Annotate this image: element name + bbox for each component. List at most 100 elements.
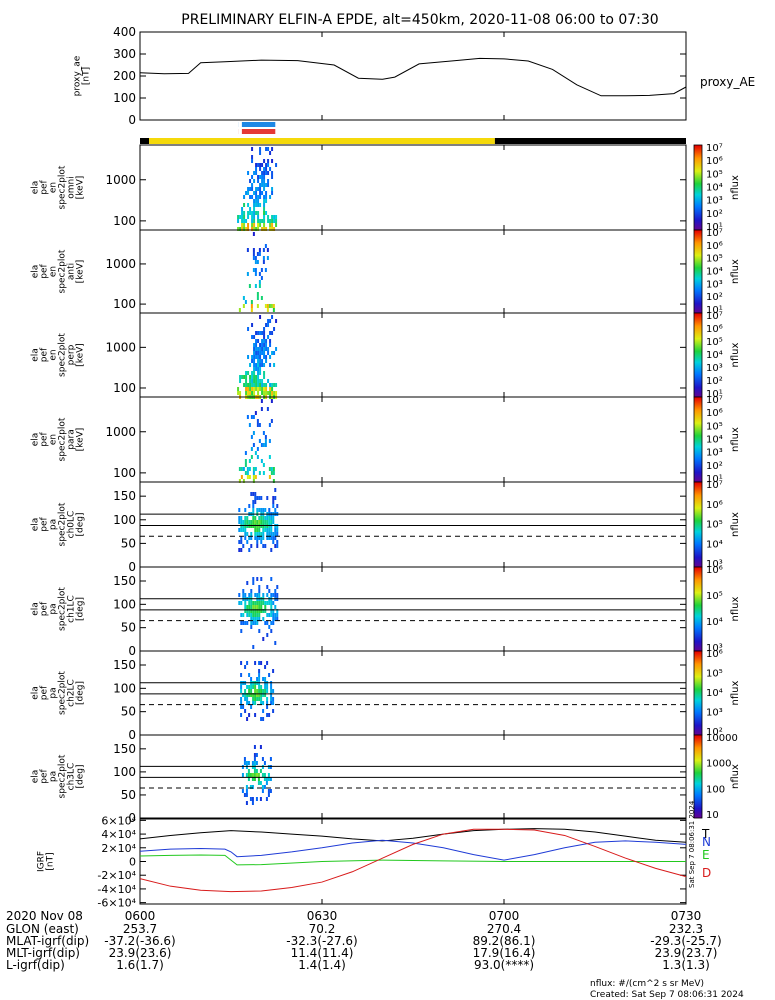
heatmap-cell — [265, 387, 268, 391]
heatmap-cell — [239, 227, 242, 231]
heatmap-cell — [237, 387, 240, 391]
heatmap-cell — [263, 203, 266, 207]
heatmap-cell — [257, 367, 260, 371]
colorbar-slice — [694, 528, 702, 530]
colorbar-slice — [694, 808, 702, 810]
heatmap-cell — [253, 199, 256, 203]
heatmap-cell — [257, 371, 260, 375]
heatmap-cell — [239, 391, 242, 395]
colorbar-slice — [694, 476, 702, 478]
ytick-label: 50 — [121, 621, 136, 635]
panel-ylabel-line: spec2plot — [58, 754, 68, 798]
heatmap-cell — [262, 701, 265, 705]
colorbar-slice — [694, 567, 702, 569]
heatmap-cell — [270, 701, 273, 705]
colorbar-slice — [694, 776, 702, 778]
heatmap-cell — [256, 593, 259, 597]
heatmap-cell — [270, 689, 273, 693]
colorbar-slice — [694, 393, 702, 395]
colorbar-slice — [694, 483, 702, 485]
heatmap-cell — [254, 661, 257, 665]
colorbar-slice — [694, 433, 702, 435]
heatmap-cell — [247, 327, 250, 331]
colorbar-slice — [694, 700, 702, 702]
colorbar-slice — [694, 166, 702, 168]
colorbar-slice — [694, 146, 702, 148]
heatmap-cell — [272, 621, 275, 625]
heatmap-cell — [268, 304, 271, 308]
heatmap-cell — [240, 536, 243, 540]
colorbar-tick-label: 10⁶ — [706, 408, 723, 419]
heatmap-cell — [263, 331, 266, 335]
heatmap-cell — [250, 536, 253, 540]
colorbar-slice — [694, 498, 702, 500]
colorbar-slice — [694, 249, 702, 251]
colorbar-slice — [694, 484, 702, 486]
colorbar-slice — [694, 176, 702, 178]
colorbar-slice — [694, 257, 702, 259]
heatmap-cell — [273, 215, 276, 219]
heatmap-cell — [255, 347, 258, 351]
colorbar-slice — [694, 247, 702, 249]
colorbar-slice — [694, 202, 702, 204]
heatmap-cell — [257, 227, 260, 231]
ephemeris-value: 93.0(****) — [474, 958, 534, 972]
heatmap-cell — [247, 777, 250, 781]
colorbar-slice — [694, 226, 702, 228]
heatmap-cell — [276, 585, 279, 589]
time-tick-label: 0700 — [489, 909, 520, 923]
colorbar-slice — [694, 689, 702, 691]
heatmap-cell — [248, 693, 251, 697]
heatmap-cell — [268, 455, 271, 459]
heatmap-cell — [263, 219, 266, 223]
heatmap-cell — [238, 528, 241, 532]
colorbar-slice — [694, 183, 702, 185]
heatmap-cell — [272, 304, 275, 308]
colorbar-slice — [694, 696, 702, 698]
colorbar-slice — [694, 552, 702, 554]
colorbar-slice — [694, 243, 702, 245]
heatmap-cell — [259, 351, 262, 355]
heatmap-cell — [274, 524, 277, 528]
heatmap-cell — [260, 532, 263, 536]
colorbar-slice — [694, 792, 702, 794]
heatmap-cell — [263, 383, 266, 387]
heatmap-cell — [237, 227, 240, 231]
colorbar-slice — [694, 534, 702, 536]
colorbar-slice — [694, 754, 702, 756]
colorbar-slice — [694, 562, 702, 564]
heatmap-cell — [267, 147, 270, 151]
colorbar-slice — [694, 803, 702, 805]
ytick-label: 100 — [113, 381, 136, 395]
heatmap-cell — [251, 215, 254, 219]
heatmap-cell — [262, 431, 265, 435]
heatmap-cell — [252, 605, 255, 609]
colorbar-slice — [694, 197, 702, 199]
colorbar-slice — [694, 361, 702, 363]
colorbar-slice — [694, 801, 702, 803]
heatmap-cell — [270, 471, 273, 475]
heatmap-cell — [248, 673, 251, 677]
heatmap-cell — [259, 219, 262, 223]
colorbar-slice — [694, 184, 702, 186]
colorbar-slice — [694, 619, 702, 621]
colorbar-slice — [694, 653, 702, 655]
heatmap-cell — [256, 544, 259, 548]
colorbar-slice — [694, 447, 702, 449]
heatmap-cell — [256, 447, 259, 451]
colorbar-slice — [694, 165, 702, 167]
colorbar-slice — [694, 656, 702, 658]
ytick-label: 0 — [128, 560, 136, 574]
panel-ylabel-line: para — [67, 429, 77, 449]
heatmap-cell — [260, 605, 263, 609]
colorbar-slice — [694, 496, 702, 498]
colorbar-slice — [694, 549, 702, 551]
heatmap-cell — [253, 753, 256, 757]
heatmap-cell — [248, 536, 251, 540]
heatmap-cell — [263, 761, 266, 765]
colorbar-slice — [694, 316, 702, 318]
heatmap-cell — [263, 363, 266, 367]
colorbar-slice — [694, 180, 702, 182]
heatmap-cell — [274, 532, 277, 536]
